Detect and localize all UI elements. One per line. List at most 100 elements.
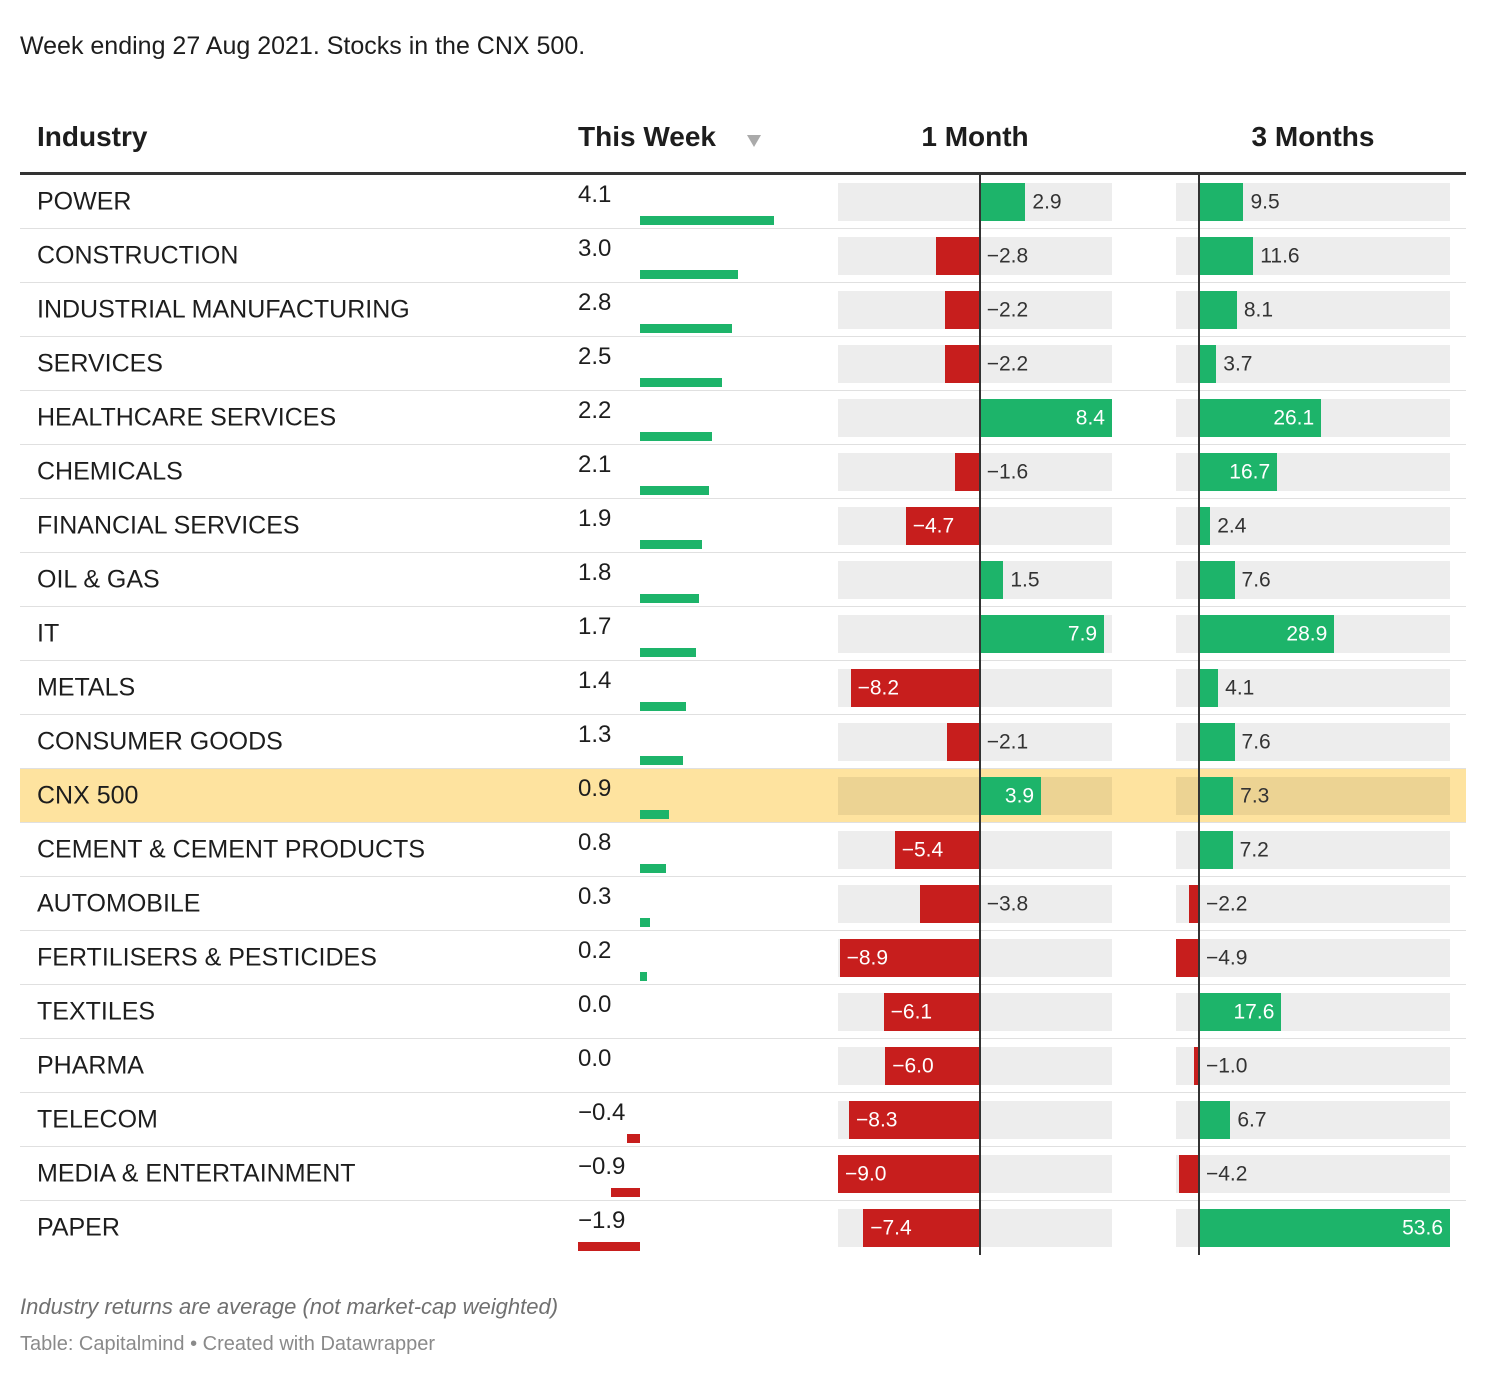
value-label: −2.2 xyxy=(986,298,1029,322)
zero-line xyxy=(978,175,981,1255)
bar xyxy=(863,1209,980,1247)
bar xyxy=(1198,723,1235,761)
bar xyxy=(1198,507,1211,545)
bar xyxy=(1198,291,1237,329)
bar xyxy=(640,378,722,387)
row-separator xyxy=(20,660,1466,661)
bar xyxy=(954,453,980,491)
value-label: 2.2 xyxy=(578,397,612,424)
bar xyxy=(640,648,696,657)
header-rule xyxy=(20,172,1466,175)
bar xyxy=(1176,939,1199,977)
row-separator xyxy=(20,768,1466,769)
value-label: 17.6 xyxy=(1233,1000,1275,1024)
value-label: 8.4 xyxy=(1075,406,1105,430)
row-separator xyxy=(20,714,1466,715)
row-label: FERTILISERS & PESTICIDES xyxy=(37,943,377,972)
bar xyxy=(1198,831,1233,869)
bar xyxy=(945,345,980,383)
bar xyxy=(578,1242,641,1251)
value-label: 2.8 xyxy=(578,289,612,316)
value-label: 1.9 xyxy=(578,505,612,532)
value-label: −0.9 xyxy=(578,1153,626,1180)
bar xyxy=(640,486,709,495)
row-separator xyxy=(20,444,1466,445)
row-separator xyxy=(20,1146,1466,1147)
value-label: −1.9 xyxy=(578,1207,626,1234)
value-label: 1.5 xyxy=(1010,568,1040,592)
value-label: −4.9 xyxy=(1205,946,1248,970)
value-label: −7.4 xyxy=(870,1216,912,1240)
value-label: 3.0 xyxy=(578,235,612,262)
value-label: −5.4 xyxy=(901,838,944,862)
bar-background xyxy=(1176,507,1450,545)
bar xyxy=(919,885,980,923)
bar xyxy=(1198,1209,1450,1247)
bar xyxy=(1198,561,1235,599)
column-header: Industry xyxy=(37,121,148,152)
bar xyxy=(640,810,670,819)
column-header[interactable]: This Week xyxy=(578,121,716,152)
row-separator xyxy=(20,552,1466,553)
bar xyxy=(1198,777,1234,815)
bar xyxy=(1194,1047,1199,1085)
value-label: 0.2 xyxy=(578,937,612,964)
column-header[interactable]: 3 Months xyxy=(1251,121,1375,152)
value-label: 0.8 xyxy=(578,829,612,856)
bar xyxy=(946,723,980,761)
value-label: 2.9 xyxy=(1032,190,1062,214)
row-separator xyxy=(20,1200,1466,1201)
bar xyxy=(945,291,980,329)
bar-background xyxy=(1176,939,1450,977)
row-label: CNX 500 xyxy=(37,781,139,810)
bar xyxy=(627,1134,641,1143)
bar xyxy=(838,1155,980,1193)
bar xyxy=(1198,453,1278,491)
value-label: 0.9 xyxy=(578,775,612,802)
value-label: −2.2 xyxy=(986,352,1029,376)
bar xyxy=(640,324,732,333)
value-label: 1.4 xyxy=(578,667,612,694)
bar xyxy=(640,540,703,549)
column-header[interactable]: 1 Month xyxy=(921,121,1029,152)
value-label: −8.3 xyxy=(856,1108,898,1132)
value-label: 16.7 xyxy=(1229,460,1271,484)
bar xyxy=(640,270,739,279)
value-label: 4.1 xyxy=(578,181,612,208)
row-label: POWER xyxy=(37,187,132,216)
value-label: 1.8 xyxy=(578,559,612,586)
value-label: 2.4 xyxy=(1217,514,1247,538)
value-label: 3.9 xyxy=(1004,784,1035,808)
value-label: 26.1 xyxy=(1273,406,1315,430)
bar-background xyxy=(1176,345,1450,383)
value-label: 53.6 xyxy=(1402,1216,1443,1240)
value-label: 1.7 xyxy=(578,613,612,640)
bar xyxy=(979,399,1112,437)
bar-background xyxy=(1176,669,1450,707)
bar-background xyxy=(1176,1047,1450,1085)
bar xyxy=(1198,993,1282,1031)
notes: Industry returns are average (not market… xyxy=(20,1294,559,1319)
bar-background xyxy=(838,777,1112,815)
bar xyxy=(894,831,980,869)
row-label: OIL & GAS xyxy=(37,565,160,594)
bar xyxy=(640,864,667,873)
value-label: 4.1 xyxy=(1225,676,1255,700)
value-label: 1.3 xyxy=(578,721,612,748)
value-label: 2.1 xyxy=(578,451,612,478)
value-label: 0.0 xyxy=(578,1045,612,1072)
value-label: −8.9 xyxy=(846,946,889,970)
bar xyxy=(905,507,980,545)
value-label: −0.4 xyxy=(578,1099,626,1126)
row-label: CHEMICALS xyxy=(37,457,183,486)
bar xyxy=(640,918,650,927)
bar xyxy=(1198,615,1335,653)
bar xyxy=(839,939,980,977)
bar xyxy=(1198,237,1254,275)
row-label: MEDIA & ENTERTAINMENT xyxy=(37,1159,356,1188)
row-label: IT xyxy=(37,619,60,648)
bar xyxy=(883,993,980,1031)
bar xyxy=(640,972,647,981)
value-label: 8.1 xyxy=(1243,298,1274,322)
